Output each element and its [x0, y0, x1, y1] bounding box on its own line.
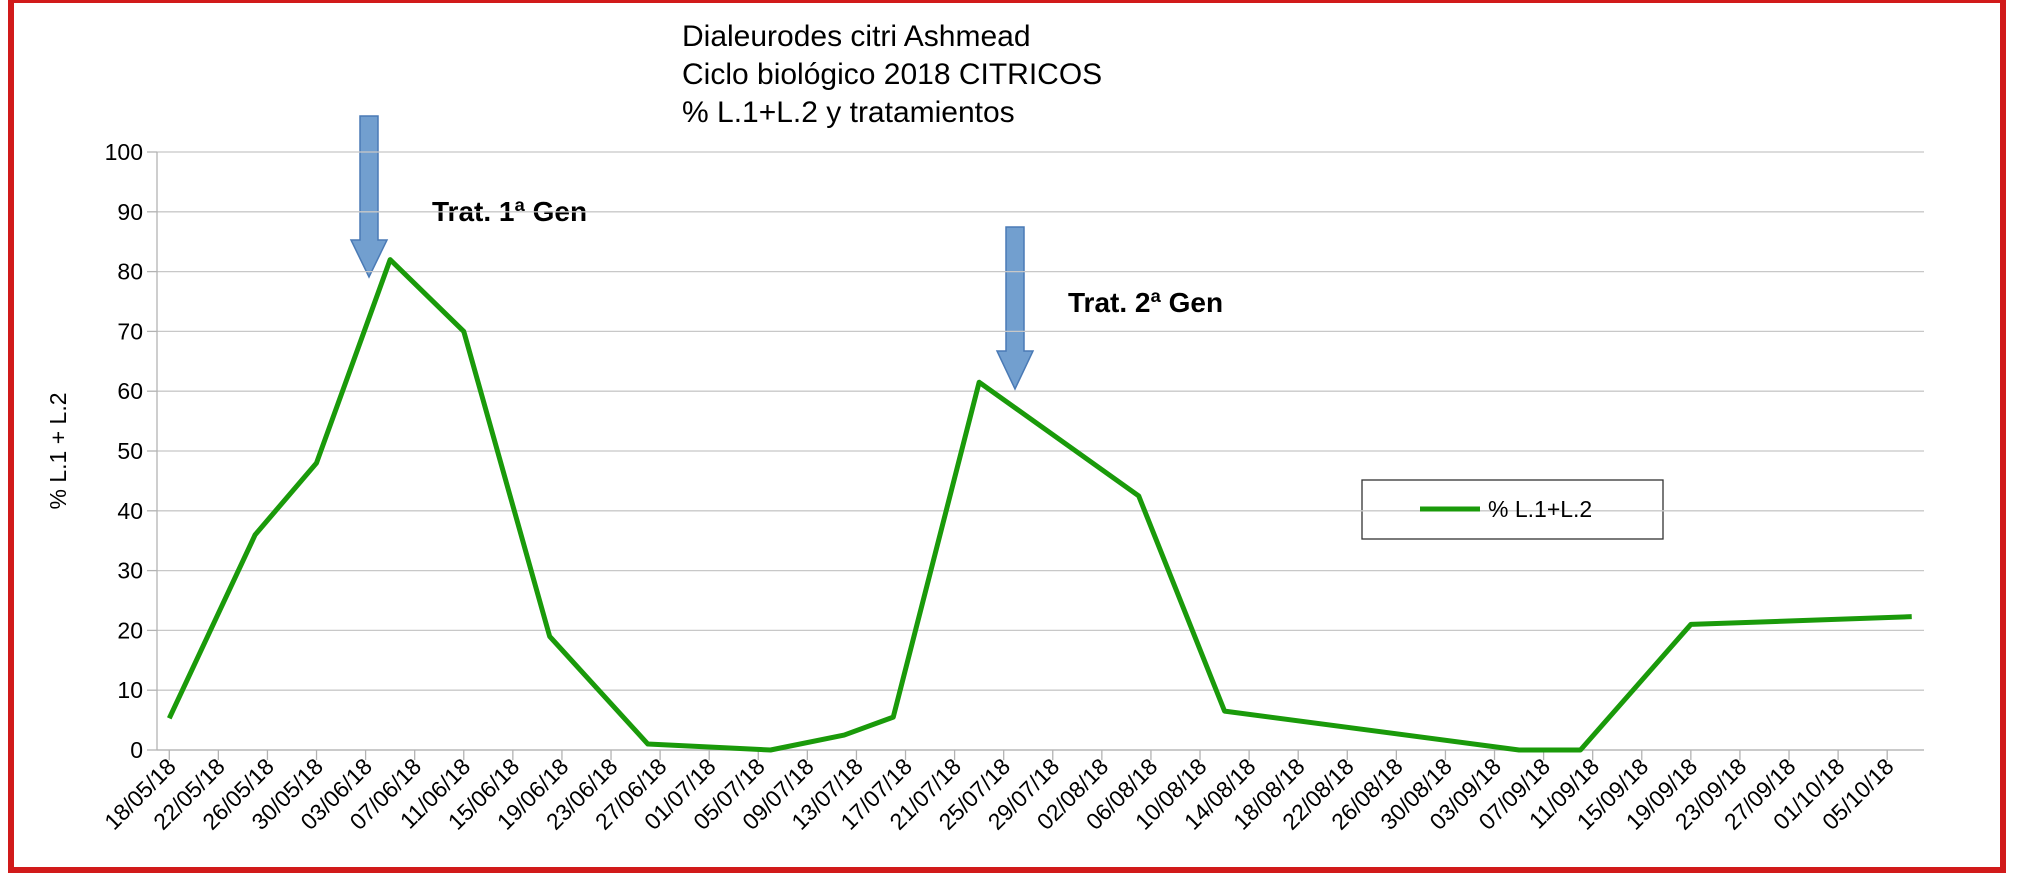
page: Dialeurodes citri Ashmead Ciclo biológic… [0, 0, 2018, 879]
y-tick-label: 10 [117, 677, 143, 703]
y-tick-label: 0 [130, 737, 143, 763]
chart-title: % L.1+L.2 y tratamientos [682, 96, 1015, 129]
annotation: Trat. 2ª Gen [1068, 287, 1223, 318]
chart-title: Ciclo biológico 2018 CITRICOS [682, 58, 1102, 91]
y-tick-label: 70 [117, 318, 143, 344]
chart-title: Dialeurodes citri Ashmead [682, 20, 1031, 53]
y-tick-label: 90 [117, 199, 143, 225]
chart: Dialeurodes citri Ashmead Ciclo biológic… [0, 0, 2018, 879]
y-tick-label: 100 [105, 139, 143, 165]
y-tick-label: 80 [117, 259, 143, 285]
y-tick-label: 50 [117, 438, 143, 464]
y-axis-label: % L.1 + L.2 [45, 393, 71, 510]
y-tick-label: 40 [117, 498, 143, 524]
annotation-arrow [997, 227, 1033, 389]
y-tick-label: 20 [117, 617, 143, 643]
y-tick-label: 60 [117, 378, 143, 404]
annotation-arrow [351, 116, 387, 277]
y-tick-label: 30 [117, 558, 143, 584]
legend-label: % L.1+L.2 [1488, 496, 1592, 522]
